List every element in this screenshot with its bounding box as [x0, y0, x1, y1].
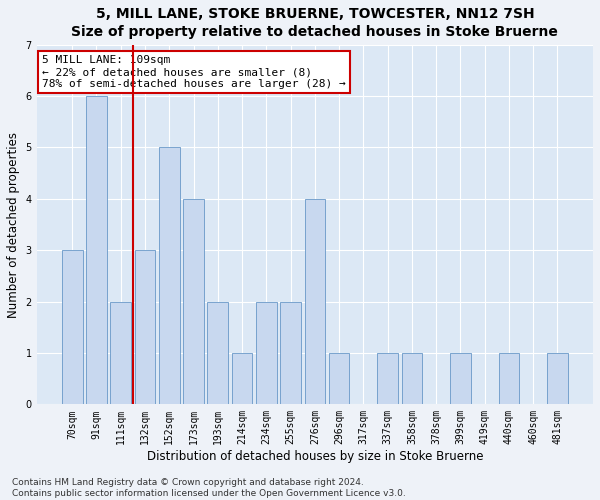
Bar [86, 96, 107, 404]
Text: Contains HM Land Registry data © Crown copyright and database right 2024.
Contai: Contains HM Land Registry data © Crown c… [12, 478, 406, 498]
Bar [329, 353, 349, 405]
Title: 5, MILL LANE, STOKE BRUERNE, TOWCESTER, NN12 7SH
Size of property relative to de: 5, MILL LANE, STOKE BRUERNE, TOWCESTER, … [71, 7, 558, 40]
Bar [159, 148, 179, 404]
Bar [232, 353, 253, 405]
Text: 5 MILL LANE: 109sqm
← 22% of detached houses are smaller (8)
78% of semi-detache: 5 MILL LANE: 109sqm ← 22% of detached ho… [42, 56, 346, 88]
Bar [305, 199, 325, 404]
Bar [401, 353, 422, 405]
Bar [499, 353, 519, 405]
Bar [183, 199, 204, 404]
Y-axis label: Number of detached properties: Number of detached properties [7, 132, 20, 318]
Bar [208, 302, 228, 405]
Bar [134, 250, 155, 404]
Bar [256, 302, 277, 405]
Bar [110, 302, 131, 405]
Bar [280, 302, 301, 405]
Bar [450, 353, 471, 405]
Bar [62, 250, 83, 404]
Bar [377, 353, 398, 405]
X-axis label: Distribution of detached houses by size in Stoke Bruerne: Distribution of detached houses by size … [146, 450, 483, 463]
Bar [547, 353, 568, 405]
